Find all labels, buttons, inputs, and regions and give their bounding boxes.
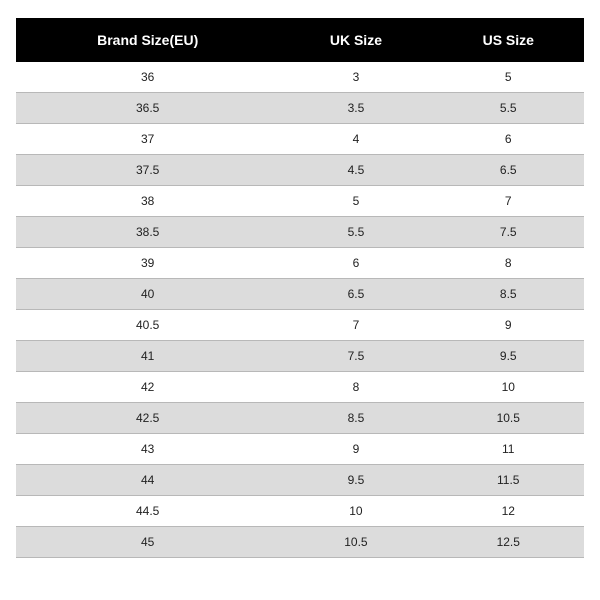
table-cell: 40.5 (16, 310, 279, 341)
table-cell: 10.5 (279, 527, 432, 558)
table-cell: 37 (16, 124, 279, 155)
table-row: 42.58.510.5 (16, 403, 584, 434)
table-cell: 39 (16, 248, 279, 279)
table-cell: 6.5 (279, 279, 432, 310)
col-header-uk: UK Size (279, 18, 432, 62)
table-row: 3857 (16, 186, 584, 217)
table-cell: 36 (16, 62, 279, 93)
table-cell: 7 (279, 310, 432, 341)
table-cell: 44 (16, 465, 279, 496)
table-cell: 8 (433, 248, 584, 279)
table-row: 3968 (16, 248, 584, 279)
table-row: 44.51012 (16, 496, 584, 527)
table-cell: 3 (279, 62, 432, 93)
table-cell: 38 (16, 186, 279, 217)
table-row: 36.53.55.5 (16, 93, 584, 124)
table-cell: 9 (279, 434, 432, 465)
table-cell: 8 (279, 372, 432, 403)
table-row: 3746 (16, 124, 584, 155)
table-cell: 37.5 (16, 155, 279, 186)
table-cell: 9.5 (433, 341, 584, 372)
table-row: 406.58.5 (16, 279, 584, 310)
table-header-row: Brand Size(EU) UK Size US Size (16, 18, 584, 62)
table-row: 37.54.56.5 (16, 155, 584, 186)
table-cell: 11 (433, 434, 584, 465)
table-cell: 9 (433, 310, 584, 341)
table-cell: 7 (433, 186, 584, 217)
table-cell: 42.5 (16, 403, 279, 434)
table-cell: 5 (433, 62, 584, 93)
table-cell: 8.5 (279, 403, 432, 434)
table-cell: 5.5 (279, 217, 432, 248)
col-header-us: US Size (433, 18, 584, 62)
table-cell: 9.5 (279, 465, 432, 496)
table-cell: 44.5 (16, 496, 279, 527)
table-cell: 40 (16, 279, 279, 310)
table-cell: 36.5 (16, 93, 279, 124)
table-cell: 11.5 (433, 465, 584, 496)
table-cell: 42 (16, 372, 279, 403)
table-cell: 12.5 (433, 527, 584, 558)
table-cell: 43 (16, 434, 279, 465)
table-cell: 7.5 (279, 341, 432, 372)
table-cell: 12 (433, 496, 584, 527)
table-cell: 6 (279, 248, 432, 279)
table-cell: 10 (279, 496, 432, 527)
table-row: 4510.512.5 (16, 527, 584, 558)
table-cell: 10 (433, 372, 584, 403)
table-row: 42810 (16, 372, 584, 403)
table-cell: 4.5 (279, 155, 432, 186)
size-chart-table: Brand Size(EU) UK Size US Size 363536.53… (16, 18, 584, 558)
table-body: 363536.53.55.5374637.54.56.5385738.55.57… (16, 62, 584, 558)
table-cell: 38.5 (16, 217, 279, 248)
table-row: 43911 (16, 434, 584, 465)
table-row: 417.59.5 (16, 341, 584, 372)
table-cell: 45 (16, 527, 279, 558)
col-header-eu: Brand Size(EU) (16, 18, 279, 62)
table-cell: 5 (279, 186, 432, 217)
table-cell: 5.5 (433, 93, 584, 124)
table-cell: 7.5 (433, 217, 584, 248)
table-row: 38.55.57.5 (16, 217, 584, 248)
table-row: 449.511.5 (16, 465, 584, 496)
table-cell: 10.5 (433, 403, 584, 434)
table-cell: 3.5 (279, 93, 432, 124)
table-cell: 8.5 (433, 279, 584, 310)
table-row: 3635 (16, 62, 584, 93)
table-cell: 6 (433, 124, 584, 155)
table-cell: 6.5 (433, 155, 584, 186)
table-cell: 41 (16, 341, 279, 372)
table-row: 40.579 (16, 310, 584, 341)
table-cell: 4 (279, 124, 432, 155)
